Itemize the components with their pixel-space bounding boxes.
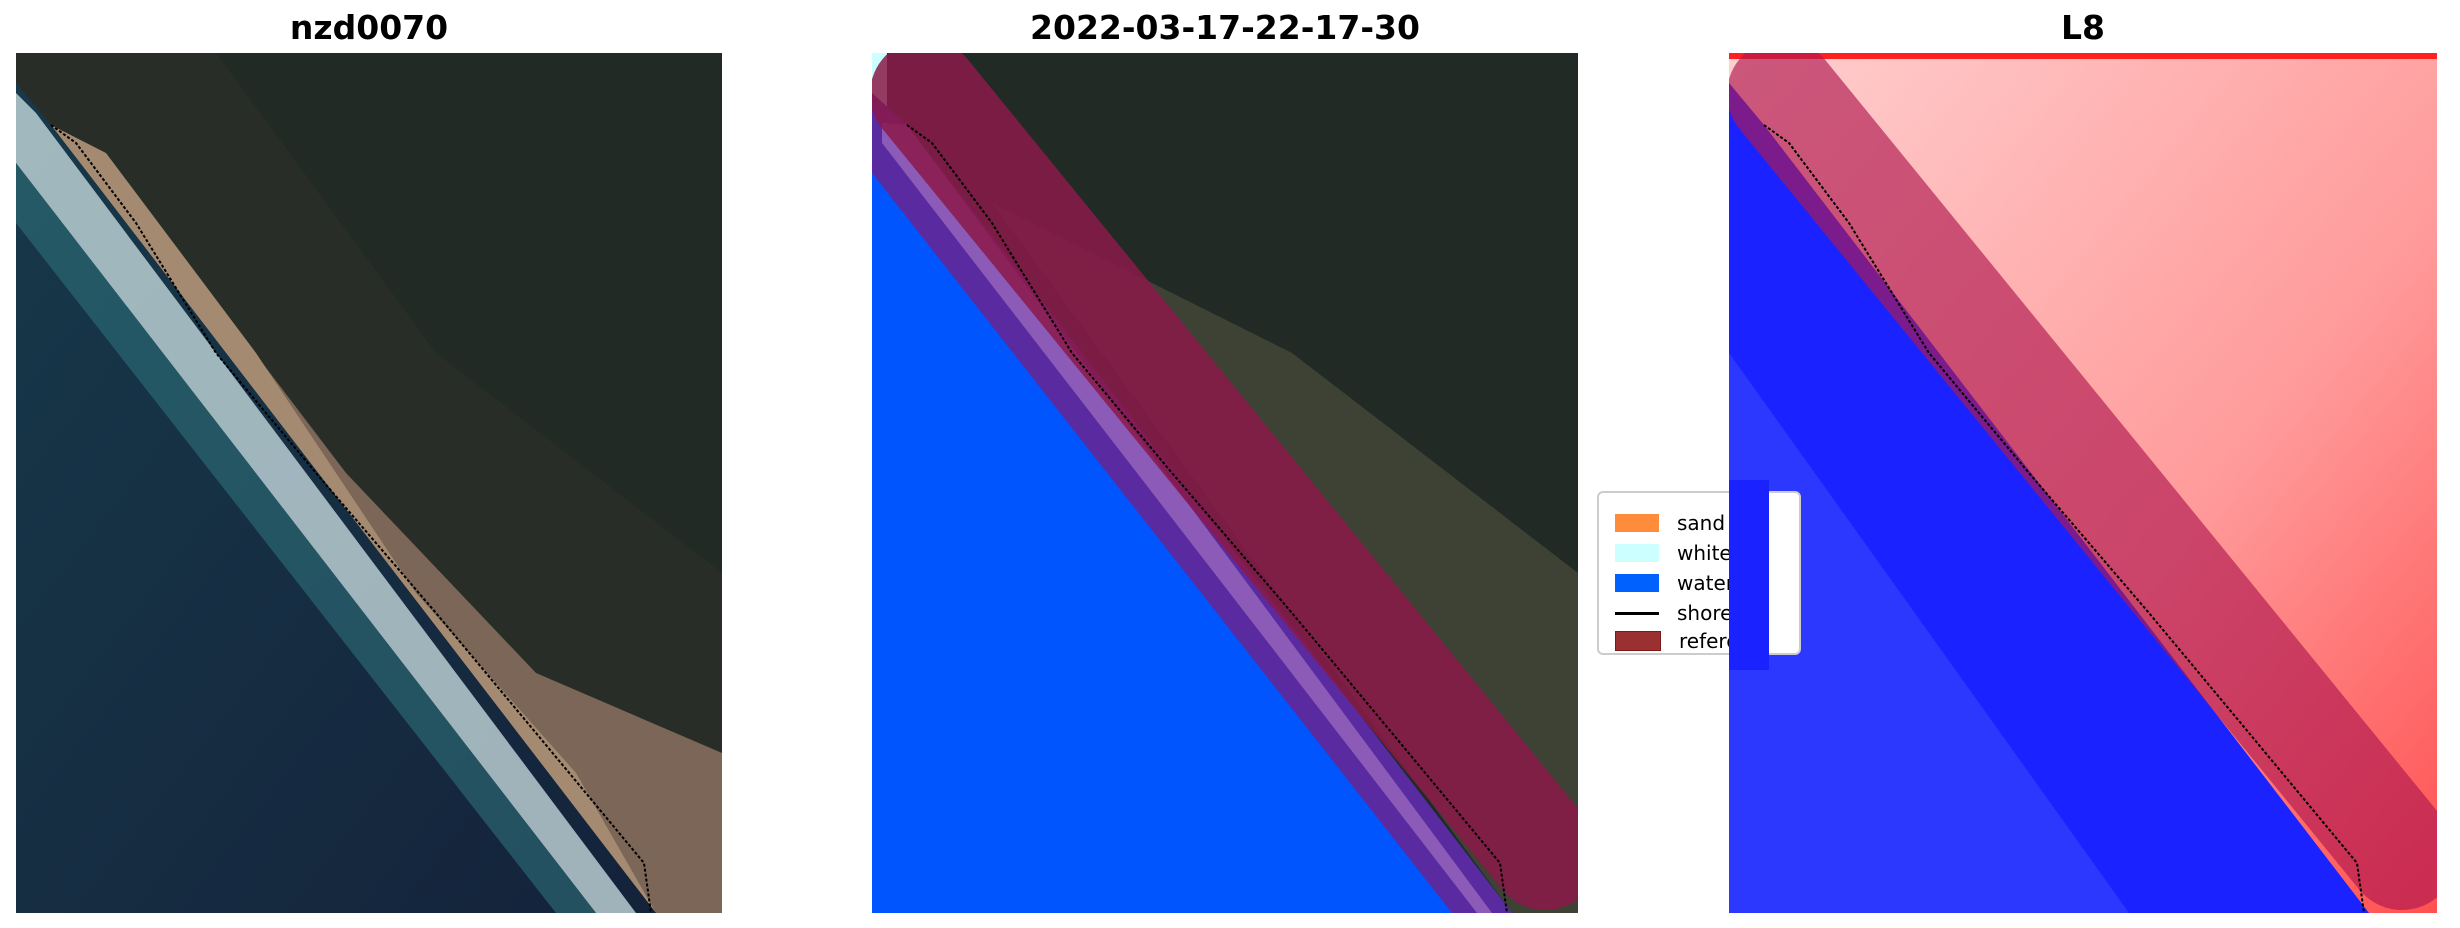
legend-label: sand	[1677, 511, 1726, 535]
legend-item-reference: referer	[1615, 629, 1747, 653]
panel-title-1: nzd0070	[289, 8, 449, 47]
panel-title-3: L8	[2061, 8, 2105, 47]
rgb-image-panel	[16, 53, 722, 913]
whitewater-swatch	[1615, 544, 1659, 562]
reference-band	[872, 53, 1578, 910]
legend-item-water: water	[1615, 571, 1734, 595]
legend-label: shorel	[1677, 601, 1738, 625]
legend-item-sand: sand	[1615, 511, 1725, 535]
shoreline-line	[906, 124, 1508, 913]
shoreline-line	[1763, 124, 2365, 913]
reference-swatch	[1615, 631, 1661, 651]
sand-swatch	[1615, 514, 1659, 532]
panel3-edge	[1729, 480, 1769, 670]
index-image-panel	[1729, 53, 2437, 913]
legend: sand whitew water shorel referer	[1597, 491, 1801, 655]
reference-band	[1729, 53, 2437, 910]
shoreline-line	[50, 124, 652, 913]
legend-label: water	[1677, 571, 1734, 595]
panel-title-2: 2022-03-17-22-17-30	[1030, 8, 1420, 47]
classified-image-panel	[872, 53, 1578, 913]
water-swatch	[1615, 574, 1659, 592]
legend-item-shoreline: shorel	[1615, 601, 1738, 625]
shoreline-line-icon	[1615, 611, 1659, 615]
